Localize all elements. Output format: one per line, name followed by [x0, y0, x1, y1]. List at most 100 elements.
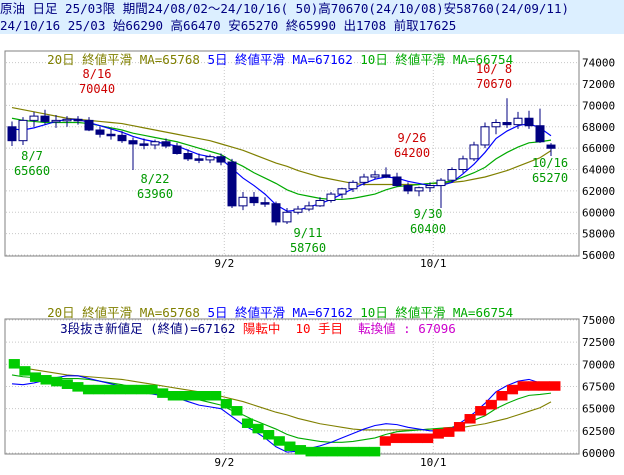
sanbon-brick [506, 384, 519, 395]
sanbon-brick [347, 446, 360, 457]
candle-body [359, 176, 369, 183]
sanbon-brick [61, 379, 73, 389]
candle-body [546, 144, 556, 149]
sanbon-date-label: 9/2 [214, 456, 234, 469]
ma5-line [11, 118, 552, 212]
annotation-value: 58760 [290, 241, 326, 255]
candle [414, 186, 424, 197]
sanbon-brick [453, 422, 466, 432]
candle-body [117, 134, 127, 142]
candle-body [414, 187, 424, 192]
candle [370, 170, 380, 180]
legend-ma5: 5日 終値平滑 MA=67162 [207, 52, 353, 67]
sanbon-brick [82, 384, 95, 395]
price-tick-label: 68000 [582, 121, 615, 134]
candle [480, 122, 490, 149]
price-tick-label: 64000 [582, 164, 615, 177]
candle-body [403, 185, 413, 192]
candle [425, 182, 435, 192]
candle [150, 139, 160, 150]
candle [73, 116, 83, 125]
candle [227, 158, 237, 208]
candle [161, 138, 171, 149]
candle [194, 153, 204, 164]
sanbon-brick [422, 433, 434, 444]
price-tick-label: 58000 [582, 228, 615, 241]
price-tick-label: 66000 [582, 142, 615, 155]
candle [117, 131, 127, 143]
sanbon-brick [135, 384, 148, 395]
sanbon-state: 陽転中 [242, 321, 281, 336]
price-tick-label: 74000 [582, 57, 615, 70]
sanbon-status-line: 3段抜き新値足 (終値)=67162 陽転中 10 手目 転換値 : 67096 [30, 305, 456, 353]
candle-body [238, 196, 248, 207]
candle [183, 149, 193, 161]
candle [128, 137, 138, 170]
candle-body [425, 185, 435, 189]
candle [524, 110, 534, 129]
sanbon-brick [379, 436, 391, 446]
annotation-value: 70040 [79, 82, 115, 96]
sanbon-brick [475, 406, 487, 416]
candle-body [172, 145, 182, 155]
candle-body [18, 119, 28, 142]
sanbon-brick [517, 381, 529, 391]
sanbon-brick [252, 423, 264, 434]
sanbon-brick [400, 433, 413, 444]
sanbon-brick [316, 446, 328, 457]
candle-body [480, 126, 490, 146]
candle [260, 197, 270, 207]
candle [337, 187, 347, 199]
candle [62, 116, 72, 127]
candle-body [150, 141, 160, 146]
candle [513, 111, 523, 129]
bottom-ma-legend: 20日 終値平滑 MA=65768 5日 終値平滑 MA=67162 10日 終… [17, 289, 513, 337]
candle-body [370, 174, 380, 178]
annotation-date: 10/16 [532, 156, 568, 170]
candle-body [40, 115, 50, 122]
annotation-date: 10/ 8 [476, 62, 512, 76]
candle [95, 126, 105, 138]
sanbon-brick [72, 382, 84, 392]
candle-body [139, 143, 149, 146]
candle [491, 119, 501, 135]
candle-body [51, 119, 61, 123]
candle-body [227, 161, 237, 207]
candle-body [106, 133, 116, 137]
sanbon-tick-label: 60000 [582, 447, 615, 460]
sanbon-brick [443, 427, 455, 437]
price-tick-label: 56000 [582, 249, 615, 262]
candle [249, 191, 259, 206]
candle [546, 143, 556, 156]
candle-body [304, 205, 314, 210]
sanbon-brick [485, 399, 497, 410]
candle-body [271, 203, 281, 223]
legend-ma20: 20日 終値平滑 MA=65768 [47, 52, 200, 67]
candle [18, 117, 28, 145]
candle-body [95, 129, 105, 135]
candle [304, 201, 314, 212]
date-tick-label: 10/1 [420, 257, 447, 270]
candle-body [73, 118, 83, 122]
candle-body [326, 193, 336, 202]
candle-body [183, 153, 193, 160]
annotation-date: 9/30 [414, 207, 443, 221]
candle [172, 142, 182, 155]
annotation-date: 9/26 [398, 131, 427, 145]
candle-body [337, 188, 347, 195]
legend-ma5-bottom: 5日 終値平滑 MA=67162 [207, 305, 353, 320]
sanbon-brick [464, 414, 476, 424]
sanbon-brick [8, 359, 20, 369]
candle [535, 108, 545, 143]
sanbon-brick [432, 429, 444, 439]
candle [84, 117, 94, 132]
legend-ma10: 10日 終値平滑 MA=66754 [360, 52, 514, 67]
candle-body [458, 158, 468, 171]
candle [348, 180, 358, 192]
sanbon-brick [263, 430, 275, 440]
candle-body [216, 156, 226, 163]
annotation-date: 8/7 [21, 149, 43, 163]
candle-body [205, 156, 215, 161]
